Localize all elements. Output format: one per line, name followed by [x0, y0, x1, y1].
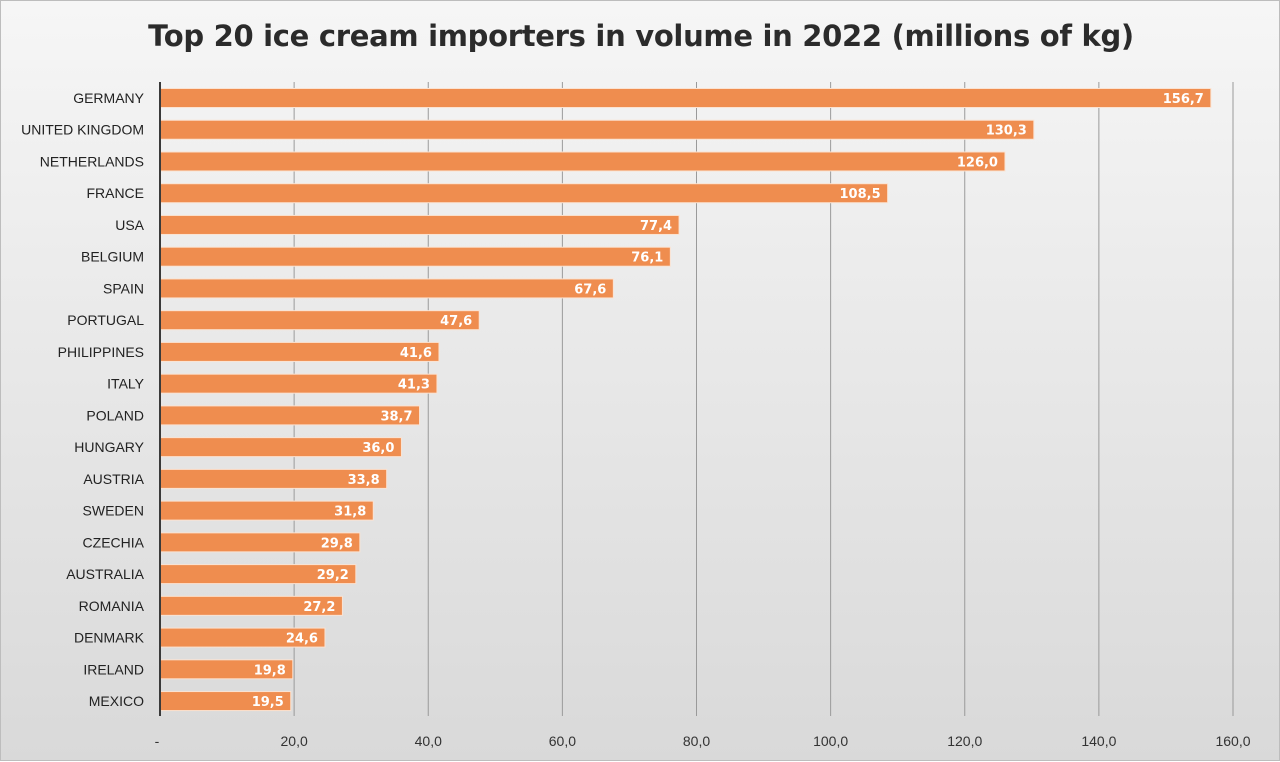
- data-label: 67,6: [574, 282, 606, 297]
- category-label: HUNGARY: [74, 439, 144, 455]
- x-tick-label: 40,0: [415, 733, 442, 749]
- category-label: ITALY: [107, 376, 144, 392]
- category-label: POLAND: [86, 407, 144, 423]
- data-label: 36,0: [362, 441, 394, 456]
- data-label: 47,6: [440, 314, 472, 329]
- category-label: UNITED KINGDOM: [21, 122, 144, 138]
- x-tick-label: 60,0: [549, 733, 576, 749]
- category-label: NETHERLANDS: [40, 153, 144, 169]
- x-tick-label: 140,0: [1081, 733, 1116, 749]
- x-tick-label: 100,0: [813, 733, 848, 749]
- category-label: GERMANY: [73, 90, 144, 106]
- category-label: DENMARK: [74, 630, 145, 646]
- data-label: 29,2: [317, 568, 349, 583]
- data-label: 24,6: [286, 632, 318, 647]
- data-label: 77,4: [640, 219, 672, 234]
- bar: [159, 151, 1006, 172]
- category-label: PHILIPPINES: [58, 344, 144, 360]
- bar: [159, 373, 438, 394]
- data-label: 19,8: [254, 663, 286, 678]
- category-label: SWEDEN: [83, 503, 144, 519]
- category-label: MEXICO: [89, 693, 144, 709]
- bar: [159, 183, 889, 204]
- data-label: 126,0: [957, 155, 998, 170]
- x-tick-label: 80,0: [683, 733, 710, 749]
- category-label: SPAIN: [103, 280, 144, 296]
- category-label: USA: [115, 217, 144, 233]
- data-label: 41,3: [398, 378, 430, 393]
- bar: [159, 278, 614, 299]
- bar: [159, 119, 1035, 140]
- data-label: 156,7: [1163, 92, 1204, 107]
- data-label: 108,5: [840, 187, 881, 202]
- data-label: 130,3: [986, 124, 1027, 139]
- bar: [159, 310, 480, 331]
- category-label: IRELAND: [83, 661, 144, 677]
- x-tick-label: 120,0: [947, 733, 982, 749]
- chart-title: Top 20 ice cream importers in volume in …: [148, 19, 1134, 53]
- data-label: 38,7: [380, 409, 412, 424]
- category-label: ROMANIA: [79, 598, 145, 614]
- data-label: 27,2: [303, 600, 335, 615]
- data-label: 29,8: [321, 536, 353, 551]
- category-label: PORTUGAL: [67, 312, 144, 328]
- bar: [159, 88, 1212, 108]
- bar: [159, 341, 440, 362]
- data-label: 19,5: [252, 695, 284, 710]
- data-label: 33,8: [348, 473, 380, 488]
- x-tick-label: 160,0: [1215, 733, 1250, 749]
- category-label: AUSTRALIA: [66, 566, 144, 582]
- x-tick-label: -: [155, 733, 160, 749]
- category-label: BELGIUM: [81, 249, 144, 265]
- bar: [159, 246, 671, 267]
- data-label: 41,6: [400, 346, 432, 361]
- category-label: FRANCE: [86, 185, 144, 201]
- x-tick-label: 20,0: [281, 733, 308, 749]
- data-label: 31,8: [334, 505, 366, 520]
- data-label: 76,1: [631, 251, 663, 266]
- bar: [159, 214, 680, 235]
- category-label: AUSTRIA: [83, 471, 144, 487]
- category-label: CZECHIA: [83, 534, 145, 550]
